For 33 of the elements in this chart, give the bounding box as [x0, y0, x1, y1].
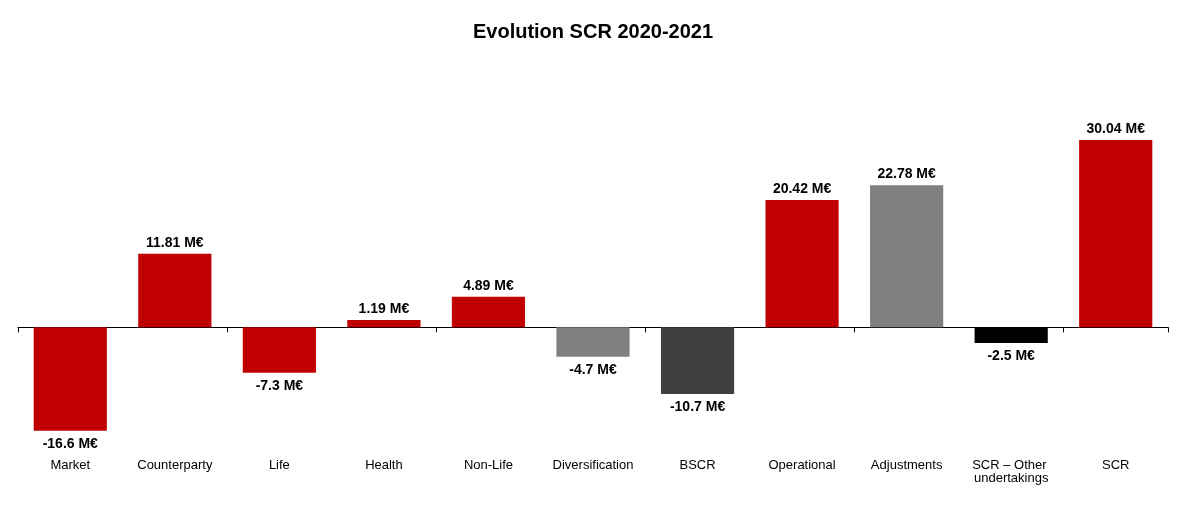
data-label: 11.81 M€: [146, 233, 204, 250]
bar: [242, 327, 316, 373]
data-label: -7.3 M€: [255, 376, 304, 393]
data-label: -4.7 M€: [569, 360, 617, 377]
x-tick-label: BSCR: [679, 457, 716, 472]
bar: [765, 200, 839, 328]
x-tick-label: Health: [365, 457, 403, 472]
bar: [33, 327, 107, 431]
data-label: 20.42 M€: [772, 180, 832, 197]
bar: [138, 253, 212, 328]
data-label: 1.19 M€: [358, 299, 410, 316]
bar: [870, 185, 944, 328]
x-tick-label: Counterparty: [137, 457, 213, 472]
x-tick-label: Non-Life: [463, 457, 514, 472]
data-label: -16.6 M€: [42, 434, 99, 451]
data-label: 22.78 M€: [877, 165, 937, 182]
bar: [556, 327, 630, 357]
bar: [1079, 140, 1153, 328]
x-tick-label: Life: [268, 457, 290, 472]
x-tick-label: Adjustments: [870, 457, 943, 472]
x-tick-label: SCR – Other undertakings: [972, 457, 1051, 485]
bar: [451, 296, 526, 328]
x-tick-label: Market: [50, 457, 91, 472]
data-label: -2.5 M€: [987, 346, 1036, 363]
data-label: -10.7 M€: [669, 398, 726, 415]
data-label: 4.89 M€: [463, 276, 514, 293]
chart-title: Evolution SCR 2020-2021: [472, 20, 714, 42]
data-label: 30.04 M€: [1086, 120, 1146, 137]
x-tick-label: Operational: [768, 457, 836, 472]
bar: [660, 327, 735, 395]
x-tick-label: SCR: [1102, 457, 1130, 472]
bar: [347, 319, 421, 328]
x-tick-label: Diversification: [552, 457, 634, 472]
